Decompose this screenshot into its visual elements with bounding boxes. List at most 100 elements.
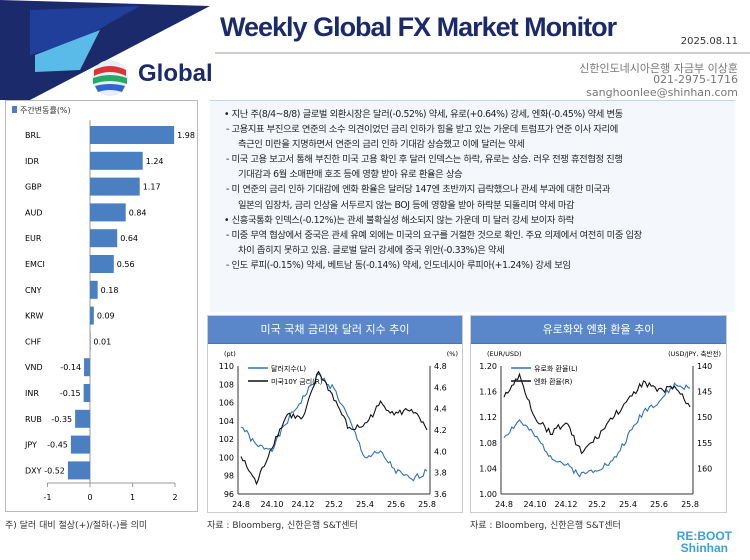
x-tick-label: 25.4 [619,500,637,509]
summary-line: 일본의 입장차, 금리 인상을 서두르지 않는 BOJ 등에 영향을 받아 하락… [238,199,575,211]
bar-RUB [75,409,90,428]
x-tick-label: -1 [44,493,52,502]
legend-label: 주간변동률 [20,106,57,115]
summary-line: - 미중 무역 협상에서 중국은 관세 유예 외에는 미국의 요구를 거절한 것… [226,229,642,241]
summary-line: - 미국 고용 보고서 통해 부진한 미국 고용 확인 후 달러 인덱스는 하락… [226,154,623,166]
phone: 021-2975-1716 [653,73,738,86]
left-tick-label: 1.12 [479,413,497,422]
x-tick-label: 25.8 [681,500,699,509]
category-label: JPY [24,441,37,450]
right-axis-unit: (USD/JPY, 축반전) [668,349,721,358]
us-rates-dollar-chart-panel: 미국 국채 금리와 달러 지수 추이 (pt) (%) 96 98 100 102 104 1… [207,315,463,513]
left-tick-label: 106 [219,399,234,408]
section-title: Global [138,60,213,87]
right-axis-unit: (%) [447,350,458,358]
x-tick-label: 2 [172,493,177,502]
legend-label: 엔화 환율(R) [534,377,573,386]
bar-value-label: 0.01 [93,337,111,346]
category-label: KRW [25,312,43,321]
bar-CNY [90,280,98,299]
left-tick-label: 1.08 [479,439,497,448]
bar-GBP [90,177,140,196]
left-tick-label: 102 [219,435,234,444]
bar-BRL [90,126,175,144]
right-tick-label: 3.8 [434,469,447,478]
email[interactable]: sanghoonlee@shinhan.com [586,86,738,99]
bar-value-label: -0.35 [51,415,72,424]
bar-value-label: -0.15 [60,389,81,398]
category-label: CHF [25,337,42,346]
right-tick-label: 145 [697,388,712,397]
summary-line: • 신흥국통화 인덱스(-0.12%)는 관세 불확실성 해소되지 않는 가운데… [224,214,574,226]
legend-label: 유로화 환율(L) [534,364,578,373]
left-tick-label: 104 [219,417,234,426]
category-label: IDR [25,157,40,166]
bar-CHF [90,332,91,351]
x-tick-label: 1 [130,493,135,502]
left-axis-unit: (pt) [224,350,236,358]
left-tick-label: 96 [224,490,234,499]
summary-line: - 인도 루피(-0.15%) 약세, 베트남 동(-0.14%) 약세, 인도… [226,259,571,271]
right-tick-label: 160 [697,464,712,473]
x-tick-label: 24.8 [232,500,250,509]
market-summary: • 지난 주(8/4~8/8) 글로벌 외환시장은 달러(-0.52%) 약세,… [210,100,735,312]
divider [215,52,750,54]
summary-line: - 미 연준의 금리 인하 기대감에 엔화 환율은 달러당 147엔 초반까지 … [226,184,610,196]
right-tick-label: 4.8 [434,362,447,371]
source-note: 자료 : Bloomberg, 신한은행 S&T센터 [207,521,358,531]
x-tick-label: 25.6 [650,500,668,509]
left-axis-unit: (EUR/USD) [487,350,522,358]
bar-AUD [90,203,126,222]
x-tick-label: 24.8 [495,500,513,509]
bar-value-label: -0.45 [47,441,68,450]
x-tick-label: 25.4 [356,500,374,509]
category-label: RUB [25,415,42,424]
x-tick-label: 0 [87,493,92,502]
series-line-0 [503,382,691,478]
bar-value-label: 1.24 [146,157,164,166]
left-tick-label: 1.04 [479,464,497,473]
right-tick-label: 3.6 [434,490,447,499]
category-label: AUD [25,208,43,217]
bar-EMCI [90,255,114,273]
header-banner-graphic [0,0,210,100]
category-label: CNY [25,286,42,295]
category-label: VND [25,363,43,372]
series-line-1 [503,372,691,455]
bar-value-label: 0.09 [97,312,115,321]
bar-DXY [67,461,90,480]
summary-line: 측근인 미란을 지명하면서 연준의 금리 인하 기대감 상승했고 이에 달러는 … [238,139,525,151]
left-tick-label: 100 [219,453,234,462]
bar-value-label: 1.17 [143,183,161,192]
series-line-0 [240,372,428,482]
summary-line: 차이 좁히지 못하고 있음. 글로벌 달러 강세에 중국 위안(-0.33%)은… [238,244,505,256]
bar-value-label: 1.98 [177,131,195,140]
category-label: EUR [25,234,42,243]
bar-value-label: -0.52 [44,466,65,475]
weekly-change-bar-chart: -1 0 1 2 BRL 1.98 IDR 1.24 GBP 1.17 AUD 0.84 EUR 0.64… [24,120,195,502]
eur-jpy-line-chart: (EUR/USD) (USD/JPY, 축반전) 1.00 1.04 1.08 1.12 1… [479,349,721,509]
source-note: 자료 : Bloomberg, 신한은행 S&T센터 [470,521,621,531]
left-tick-label: 1.16 [479,388,497,397]
category-label: DXY [25,466,42,475]
x-tick-label: 24.10 [261,500,284,509]
right-tick-label: 4.4 [434,405,447,414]
globe-flags-icon [92,60,128,96]
chart-title: 유로화와 엔화 환율 추이 [471,316,726,344]
category-label: GBP [25,183,42,192]
report-title: Weekly Global FX Market Monitor [220,12,617,42]
x-tick-label: 25.2 [325,500,343,509]
bar-VND [84,358,90,377]
author: 신한인도네시아은행 자금부 이상훈 [579,62,738,75]
legend-unit: (%) [56,106,71,115]
left-tick-label: 1.20 [479,362,497,371]
chart-title: 미국 국채 금리와 달러 지수 추이 [208,316,462,344]
bar-KRW [90,306,94,325]
right-tick-label: 140 [697,362,712,371]
legend-label: 미국10Y 금리(R) [271,377,323,386]
bar-legend: 주간변동률(%) [12,105,71,116]
bar-value-label: 0.56 [117,260,135,269]
right-tick-label: 4.2 [434,426,447,435]
left-tick-label: 108 [219,380,234,389]
right-tick-label: 4.6 [434,383,447,392]
